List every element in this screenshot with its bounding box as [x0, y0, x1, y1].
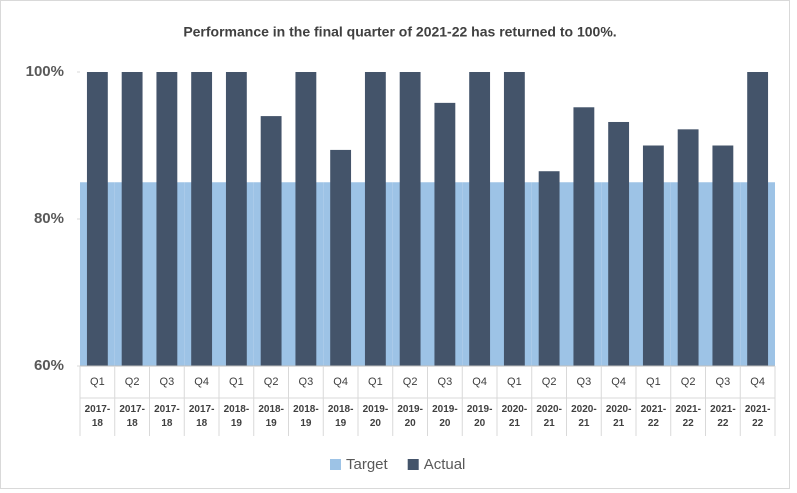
- actual-bar: [156, 72, 178, 366]
- actual-bar: [295, 72, 317, 366]
- year-label-box: 2021-22: [710, 404, 736, 429]
- year-label: 2018-19: [223, 404, 250, 429]
- x-tick-label: Q1: [90, 376, 105, 388]
- year-label-box: 2021-22: [744, 404, 771, 429]
- year-label: 2019-20: [466, 404, 493, 429]
- actual-bar: [260, 116, 282, 366]
- actual-bar: [225, 72, 247, 366]
- year-label-box: 2021-22: [675, 404, 701, 429]
- actual-bar: [712, 145, 734, 366]
- x-tick-label: Q2: [542, 376, 557, 388]
- x-tick-label: Q2: [403, 376, 418, 388]
- x-tick-label: Q4: [333, 376, 348, 388]
- actual-bar: [469, 72, 491, 366]
- year-label: 2020-21: [571, 404, 597, 429]
- year-label-box: 2017-18: [188, 404, 215, 429]
- legend-swatch: [407, 459, 419, 470]
- year-label-box: 2017-18: [154, 404, 180, 429]
- legend-swatch: [330, 459, 341, 470]
- year-label-box: 2020-21: [536, 404, 562, 429]
- y-tick-label: 100%: [26, 63, 64, 80]
- y-tick-label: 80%: [34, 210, 64, 227]
- actual-bar: [191, 72, 213, 366]
- year-label: 2020-21: [536, 404, 562, 429]
- actual-bar: [121, 72, 143, 366]
- year-label-box: 2017-18: [119, 404, 145, 429]
- legend-label: Target: [346, 456, 389, 473]
- year-label: 2021-22: [675, 404, 701, 429]
- x-tick-label: Q4: [750, 376, 765, 388]
- year-label-box: 2018-19: [223, 404, 250, 429]
- x-tick-label: Q4: [611, 376, 626, 388]
- year-label: 2019-20: [432, 404, 458, 429]
- year-label-box: 2018-19: [327, 404, 354, 429]
- year-label-box: 2019-20: [397, 404, 423, 429]
- actual-bar: [330, 149, 352, 366]
- y-tick-label: 60%: [34, 357, 64, 374]
- year-label: 2019-20: [397, 404, 423, 429]
- actual-bar: [503, 72, 525, 366]
- year-label-box: 2019-20: [362, 404, 389, 429]
- year-label-box: 2019-20: [432, 404, 458, 429]
- x-tick-label: Q1: [646, 376, 661, 388]
- year-label: 2021-22: [710, 404, 736, 429]
- x-tick-label: Q3: [438, 376, 453, 388]
- legend-label: Actual: [424, 456, 466, 473]
- x-tick-label: Q2: [125, 376, 140, 388]
- year-label-box: 2017-18: [84, 404, 111, 429]
- actual-bar: [86, 72, 108, 366]
- year-label-box: 2018-19: [258, 404, 284, 429]
- year-label-box: 2020-21: [605, 404, 632, 429]
- x-tick-label: Q2: [264, 376, 279, 388]
- x-tick-label: Q1: [368, 376, 383, 388]
- year-label-box: 2020-21: [501, 404, 528, 429]
- x-tick-label: Q4: [472, 376, 487, 388]
- year-label: 2017-18: [84, 404, 111, 429]
- actual-bar: [434, 102, 456, 367]
- x-tick-label: Q2: [681, 376, 696, 388]
- actual-bar: [747, 72, 769, 366]
- year-label: 2020-21: [501, 404, 528, 429]
- actual-bar: [677, 129, 699, 366]
- chart-title: Performance in the final quarter of 2021…: [183, 24, 616, 40]
- year-label: 2017-18: [119, 404, 145, 429]
- actual-bar: [608, 121, 630, 366]
- x-tick-label: Q3: [160, 376, 175, 388]
- year-label-box: 2021-22: [640, 404, 667, 429]
- year-label: 2021-22: [744, 404, 771, 429]
- year-label-box: 2020-21: [571, 404, 597, 429]
- year-label: 2019-20: [362, 404, 389, 429]
- actual-bar: [642, 145, 664, 366]
- x-tick-label: Q3: [577, 376, 592, 388]
- x-tick-label: Q3: [716, 376, 731, 388]
- year-label-box: 2018-19: [293, 404, 319, 429]
- x-tick-label: Q3: [299, 376, 314, 388]
- actual-bar: [573, 107, 595, 366]
- year-label: 2018-19: [293, 404, 319, 429]
- year-label: 2021-22: [640, 404, 667, 429]
- x-tick-label: Q1: [507, 376, 522, 388]
- year-label: 2020-21: [605, 404, 632, 429]
- actual-bar: [538, 171, 560, 366]
- actual-bar: [399, 72, 421, 366]
- x-tick-label: Q4: [194, 376, 209, 388]
- year-label-box: 2019-20: [466, 404, 493, 429]
- year-label: 2017-18: [188, 404, 215, 429]
- year-label: 2018-19: [327, 404, 354, 429]
- actual-bar: [364, 72, 386, 366]
- x-tick-label: Q1: [229, 376, 244, 388]
- year-label: 2018-19: [258, 404, 284, 429]
- year-label: 2017-18: [154, 404, 180, 429]
